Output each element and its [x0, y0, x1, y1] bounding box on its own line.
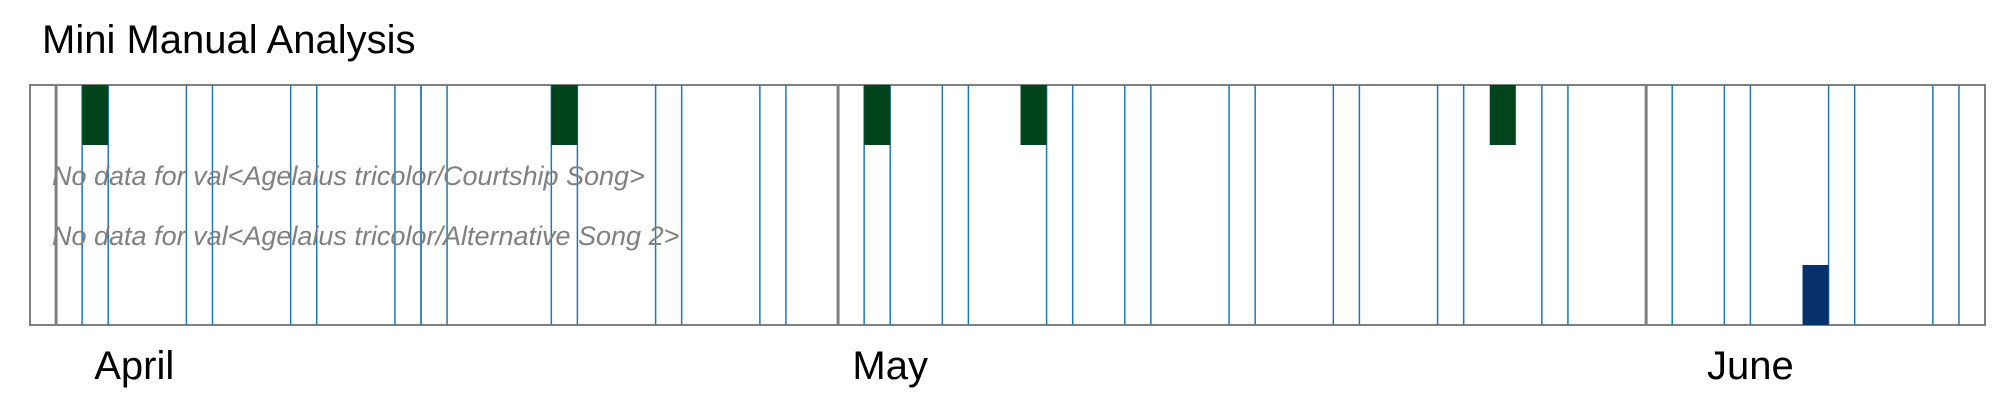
month-labels: April May June: [94, 344, 1794, 388]
month-label: April: [94, 344, 174, 388]
detection-cell: [1020, 85, 1047, 145]
detection-cell: [864, 85, 891, 145]
plot-frame: [29, 84, 1986, 326]
no-data-messages: No data for val<Agelaius tricolor/Courts…: [52, 161, 679, 251]
detection-cell: [551, 85, 578, 145]
detection-cell: [1489, 85, 1516, 145]
no-data-text: No data for val<Agelaius tricolor/Courts…: [52, 161, 645, 191]
detection-cell: [82, 85, 109, 145]
month-label: June: [1707, 344, 1794, 388]
no-data-text: No data for val<Agelaius tricolor/Altern…: [52, 221, 679, 251]
month-dividers: [54, 85, 1648, 325]
chart-title: Mini Manual Analysis: [42, 18, 416, 62]
month-label: May: [852, 344, 928, 388]
detection-cells: [82, 85, 1829, 325]
detection-cell: [1802, 265, 1829, 325]
recording-day-lines: [81, 85, 1960, 325]
